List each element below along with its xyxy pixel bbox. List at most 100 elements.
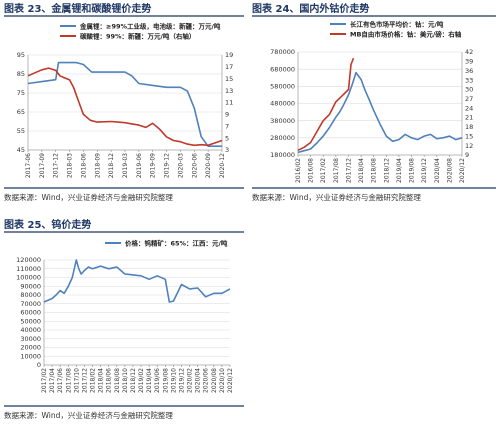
y2-tick-label: 7 bbox=[225, 122, 229, 130]
y-tick-label: 180000 bbox=[270, 151, 295, 159]
x-tick-label: 2019-06 bbox=[136, 153, 143, 178]
legend-label: MB自由市场价格：钴：美元/磅：右轴 bbox=[350, 30, 462, 39]
y2-tick-label: 17 bbox=[225, 63, 233, 71]
x-tick-label: 2017-12 bbox=[53, 153, 60, 178]
y2-tick-label: 9 bbox=[465, 151, 469, 159]
chart-area: 180000 280000 380000 480000 580000 680000 7800… bbox=[270, 20, 473, 183]
y2-tick-label: 24 bbox=[465, 104, 473, 112]
x-tick-label: 2017/02 bbox=[320, 158, 327, 183]
y2-tick-label: 30 bbox=[465, 86, 473, 94]
x-tick-label: 2018/08 bbox=[371, 158, 378, 183]
y-tick-label: 40000 bbox=[20, 326, 41, 334]
y-tick-label: 60000 bbox=[20, 309, 41, 317]
x-tick-label: 2018/04 bbox=[98, 368, 105, 393]
x-tick-label: 2018-03 bbox=[67, 153, 74, 178]
x-tick-label: 2019-12 bbox=[164, 153, 171, 178]
x-tick-label: 2019/04 bbox=[146, 368, 153, 393]
x-tick-label: 2019-03 bbox=[122, 153, 129, 178]
y2-tick-label: 5 bbox=[225, 134, 229, 142]
x-tick-label: 2020-03 bbox=[177, 153, 184, 178]
y2-tick-label: 15 bbox=[225, 75, 233, 83]
x-tick-label: 2020/10 bbox=[219, 368, 226, 393]
x-tick-label: 2020/04 bbox=[195, 368, 202, 393]
y2-tick-label: 27 bbox=[465, 95, 473, 103]
x-tick-label: 2019-09 bbox=[150, 153, 157, 178]
y2-tick-label: 39 bbox=[465, 58, 473, 66]
y2-tick-label: 12 bbox=[465, 142, 473, 150]
figure-title: 图表 24、国内外钴价走势 bbox=[252, 2, 369, 15]
x-tick-label: 2020/08 bbox=[446, 158, 453, 183]
y-tick-label: 90000 bbox=[20, 282, 41, 290]
legend-label: 长江有色市场平均价：钴：元/吨 bbox=[350, 20, 444, 29]
y2-tick-label: 9 bbox=[225, 111, 229, 119]
x-tick-label: 2017/04 bbox=[49, 368, 56, 393]
y2-tick-label: 33 bbox=[465, 76, 473, 84]
x-tick-label: 2017/02 bbox=[41, 368, 48, 393]
y-tick-label: 100000 bbox=[16, 274, 41, 282]
y-tick-label: 70000 bbox=[20, 300, 41, 308]
y-tick-label: 580000 bbox=[270, 83, 295, 91]
x-tick-label: 2017/12 bbox=[81, 368, 88, 393]
series-line bbox=[27, 61, 222, 147]
source-note: 数据来源：Wind，兴业证券经济与金融研究院整理 bbox=[252, 192, 421, 202]
x-tick-label: 2018/12 bbox=[130, 368, 137, 393]
y2-tick-label: 19 bbox=[225, 51, 233, 59]
x-tick-label: 2020/08 bbox=[211, 368, 218, 393]
x-tick-label: 2019/10 bbox=[170, 368, 177, 393]
y2-tick-label: 36 bbox=[465, 67, 473, 75]
x-tick-label: 2019/06 bbox=[154, 368, 161, 393]
series-line bbox=[43, 259, 231, 303]
y-tick-label: 380000 bbox=[270, 117, 295, 125]
y-tick-label: 280000 bbox=[270, 134, 295, 142]
y-tick-label: 85 bbox=[17, 70, 25, 78]
x-tick-label: 2016/08 bbox=[308, 158, 315, 183]
x-tick-label: 2020/06 bbox=[203, 368, 210, 393]
figure-tungsten-price: 图表 25、钨价走势 01000020000300004000050000600… bbox=[4, 218, 244, 420]
y-tick-label: 110000 bbox=[16, 265, 41, 273]
y-tick-label: 680000 bbox=[270, 65, 295, 73]
x-tick-label: 2018-09 bbox=[94, 153, 101, 178]
x-tick-label: 2018/02 bbox=[90, 368, 97, 393]
y-tick-label: 95 bbox=[17, 51, 25, 59]
x-tick-label: 2017/12 bbox=[345, 158, 352, 183]
y2-tick-label: 42 bbox=[465, 48, 473, 56]
series-line bbox=[27, 67, 223, 147]
x-tick-label: 2019/08 bbox=[409, 158, 416, 183]
x-tick-label: 2019/04 bbox=[396, 158, 403, 183]
y-tick-label: 780000 bbox=[270, 48, 295, 56]
x-tick-label: 2019/12 bbox=[421, 158, 428, 183]
legend-label: 价格：钨精矿：65%：江西：元/吨 bbox=[125, 239, 228, 248]
chart-area: 0100002000030000400005000060000700008000… bbox=[16, 239, 234, 393]
x-tick-label: 2016/02 bbox=[295, 158, 302, 183]
y2-tick-label: 3 bbox=[225, 146, 229, 154]
x-tick-label: 2020-09 bbox=[205, 153, 212, 178]
y2-tick-label: 11 bbox=[225, 99, 233, 107]
y2-tick-label: 13 bbox=[225, 87, 233, 95]
y2-tick-label: 18 bbox=[465, 123, 473, 131]
y2-tick-label: 15 bbox=[465, 132, 473, 140]
y-tick-label: 10000 bbox=[20, 352, 41, 360]
y-tick-label: 120000 bbox=[16, 256, 41, 264]
y-tick-label: 75 bbox=[17, 89, 25, 97]
legend-label: 金属锂：≥99%工业级，电池级：新疆：万元/吨 bbox=[79, 22, 221, 31]
x-tick-label: 2017/08 bbox=[333, 158, 340, 183]
x-tick-label: 2017/06 bbox=[57, 368, 64, 393]
y-tick-label: 480000 bbox=[270, 100, 295, 108]
x-tick-label: 2019/02 bbox=[138, 368, 145, 393]
source-note: 数据来源：Wind，兴业证券经济与金融研究院整理 bbox=[4, 192, 173, 202]
x-tick-label: 2017/10 bbox=[73, 368, 80, 393]
figure-cobalt-price: 图表 24、国内外钴价走势 180000 280000 380000 480000 58… bbox=[252, 2, 496, 202]
x-tick-label: 2017-06 bbox=[25, 153, 32, 178]
x-tick-label: 2020-12 bbox=[219, 153, 226, 178]
legend-label: 碳酸锂：99%：新疆：万元/吨（右轴） bbox=[80, 32, 195, 41]
series-line bbox=[297, 71, 463, 154]
x-tick-label: 2020/04 bbox=[434, 158, 441, 183]
chart-area: 45 55 65 75 85 95 3 5 7 9 11 13 15 17 19 2017-06 2017-09… bbox=[17, 22, 234, 179]
figure-title: 图表 23、金属锂和碳酸锂价走势 bbox=[4, 2, 151, 15]
x-tick-label: 2018/12 bbox=[383, 158, 390, 183]
y-tick-label: 20000 bbox=[20, 344, 41, 352]
x-tick-label: 2018/06 bbox=[106, 368, 113, 393]
y-tick-label: 50000 bbox=[20, 317, 41, 325]
x-tick-label: 2017-09 bbox=[39, 153, 46, 178]
